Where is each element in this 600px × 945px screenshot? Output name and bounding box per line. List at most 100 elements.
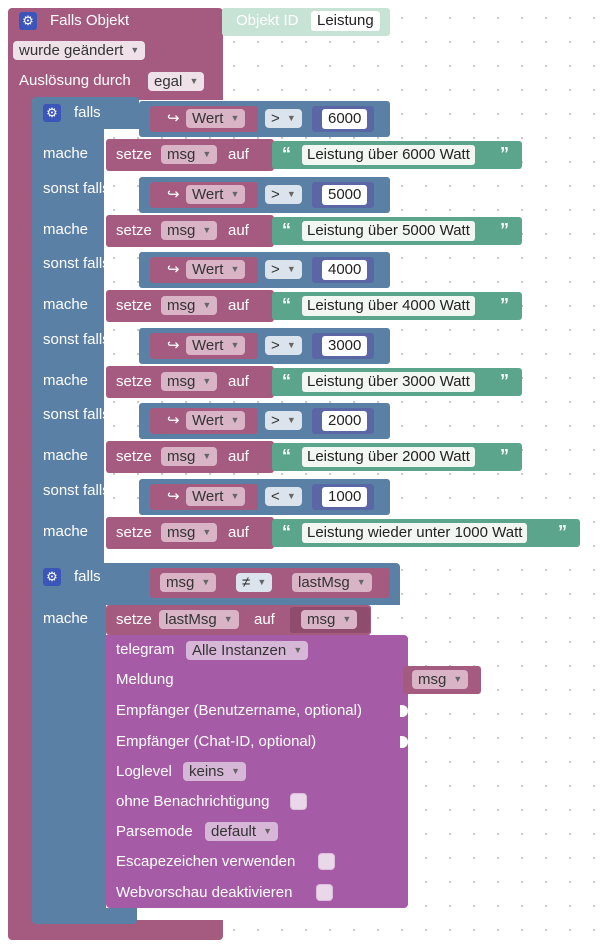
- set-var-dropdown[interactable]: msg ▼: [161, 145, 218, 164]
- telegram-loglevel-label: Loglevel: [116, 763, 172, 780]
- close-quote-icon: ”: [500, 295, 509, 315]
- close-quote-icon: ”: [500, 220, 509, 240]
- open-quote-icon: “: [282, 522, 291, 542]
- compare-do-label: mache: [43, 610, 89, 627]
- recipient-user-socket[interactable]: [400, 705, 408, 717]
- gear-icon[interactable]: ⚙: [43, 104, 61, 122]
- chevron-down-icon: ▼: [286, 113, 296, 123]
- set-var-dropdown[interactable]: msg ▼: [161, 221, 218, 240]
- value-dropdown[interactable]: Wert ▼: [186, 109, 246, 128]
- chevron-down-icon: ▼: [202, 376, 212, 386]
- compare-if-label: falls: [74, 568, 101, 585]
- telegram-parsemode-label: Parsemode: [116, 823, 193, 840]
- text-value[interactable]: Leistung über 4000 Watt: [302, 296, 475, 316]
- operator-dropdown[interactable]: > ▼: [265, 411, 302, 430]
- chevron-down-icon: ▼: [230, 113, 240, 123]
- elseif-label: sonst falls: [43, 482, 110, 499]
- number-value[interactable]: 5000: [322, 185, 368, 205]
- text-value[interactable]: Leistung über 3000 Watt: [302, 372, 475, 392]
- value-dropdown[interactable]: Wert ▼: [186, 336, 246, 355]
- text-value[interactable]: Leistung über 5000 Watt: [302, 221, 475, 241]
- chevron-down-icon: ▼: [130, 45, 140, 55]
- source-label: Auslösung durch: [19, 72, 131, 89]
- operator-dropdown[interactable]: > ▼: [265, 109, 302, 128]
- value-dropdown[interactable]: Wert ▼: [186, 260, 246, 279]
- operator-dropdown[interactable]: > ▼: [265, 185, 302, 204]
- telegram-parsemode-dropdown[interactable]: default ▼: [205, 822, 279, 841]
- value-dropdown[interactable]: Wert ▼: [186, 411, 246, 430]
- chevron-down-icon: ▼: [223, 614, 233, 624]
- number-value[interactable]: 6000: [322, 109, 368, 129]
- compare-left-dropdown[interactable]: msg ▼: [160, 573, 217, 592]
- close-quote-icon: ”: [558, 522, 567, 542]
- telegram-preview-checkbox[interactable]: [316, 884, 333, 901]
- telegram-escape-checkbox[interactable]: [318, 853, 335, 870]
- telegram-recipient-chat-label: Empfänger (Chat-ID, optional): [116, 733, 317, 750]
- set-lastmsg-label: setze: [116, 611, 152, 628]
- elseif-label: sonst falls: [43, 180, 110, 197]
- do-label: mache: [43, 523, 89, 540]
- number-value[interactable]: 2000: [322, 411, 368, 431]
- text-value[interactable]: Leistung wieder unter 1000 Watt: [302, 523, 528, 543]
- chevron-down-icon: ▼: [286, 491, 296, 501]
- if-label: falls: [74, 104, 101, 121]
- number-value[interactable]: 3000: [322, 336, 368, 356]
- chevron-down-icon: ▼: [230, 264, 240, 274]
- open-quote-icon: “: [282, 295, 291, 315]
- trigger-title: Falls Objekt: [50, 12, 130, 29]
- compare-operator-dropdown[interactable]: ≠ ▼: [236, 573, 273, 592]
- value-dropdown[interactable]: Wert ▼: [186, 185, 246, 204]
- set-lastmsg-var-dropdown[interactable]: lastMsg ▼: [159, 610, 239, 629]
- set-label: setze: [116, 297, 152, 314]
- number-value[interactable]: 1000: [322, 487, 368, 507]
- set-var-dropdown[interactable]: msg ▼: [161, 296, 218, 315]
- telegram-loglevel-dropdown[interactable]: keins ▼: [183, 762, 247, 781]
- object-id-label: Objekt ID: [236, 12, 299, 29]
- elseif-label: sonst falls: [43, 255, 110, 272]
- set-lastmsg-value-dropdown[interactable]: msg ▼: [301, 610, 358, 629]
- chevron-down-icon: ▼: [201, 577, 211, 587]
- recipient-chat-socket[interactable]: [400, 736, 408, 748]
- gear-icon[interactable]: ⚙: [19, 12, 37, 30]
- chevron-down-icon: ▼: [286, 415, 296, 425]
- chevron-down-icon: ▼: [231, 766, 241, 776]
- return-arrow-icon: ↪: [167, 110, 180, 127]
- source-dropdown[interactable]: egal ▼: [148, 72, 205, 91]
- set-var-dropdown[interactable]: msg ▼: [161, 447, 218, 466]
- trigger-block-footer: [8, 920, 223, 940]
- chevron-down-icon: ▼: [202, 300, 212, 310]
- return-arrow-icon: ↪: [167, 261, 180, 278]
- return-arrow-icon: ↪: [167, 337, 180, 354]
- changed-dropdown[interactable]: wurde geändert ▼: [13, 41, 146, 60]
- chevron-down-icon: ▼: [293, 645, 303, 655]
- set-var-dropdown[interactable]: msg ▼: [161, 523, 218, 542]
- to-label: auf: [228, 373, 249, 390]
- text-value[interactable]: Leistung über 6000 Watt: [302, 145, 475, 165]
- do-label: mache: [43, 221, 89, 238]
- telegram-silent-label: ohne Benachrichtigung: [116, 793, 270, 810]
- do-label: mache: [43, 372, 89, 389]
- compare-if-spine: [32, 600, 106, 922]
- operator-dropdown[interactable]: > ▼: [265, 336, 302, 355]
- number-value[interactable]: 4000: [322, 260, 368, 280]
- text-value[interactable]: Leistung über 2000 Watt: [302, 447, 475, 467]
- telegram-escape-label: Escapezeichen verwenden: [116, 853, 296, 870]
- object-id-value[interactable]: Leistung: [311, 11, 380, 31]
- operator-dropdown[interactable]: < ▼: [265, 487, 302, 506]
- chevron-down-icon: ▼: [202, 527, 212, 537]
- telegram-silent-checkbox[interactable]: [290, 793, 307, 810]
- chevron-down-icon: ▼: [257, 577, 267, 587]
- gear-icon[interactable]: ⚙: [43, 568, 61, 586]
- telegram-instance-dropdown[interactable]: Alle Instanzen ▼: [186, 641, 309, 660]
- set-var-dropdown[interactable]: msg ▼: [161, 372, 218, 391]
- telegram-block[interactable]: [106, 635, 408, 908]
- telegram-message-value-dropdown[interactable]: msg ▼: [412, 670, 469, 689]
- chevron-down-icon: ▼: [286, 189, 296, 199]
- value-dropdown[interactable]: Wert ▼: [186, 487, 246, 506]
- close-quote-icon: ”: [500, 144, 509, 164]
- operator-dropdown[interactable]: > ▼: [265, 260, 302, 279]
- to-label: auf: [228, 146, 249, 163]
- return-arrow-icon: ↪: [167, 412, 180, 429]
- to-label: auf: [228, 297, 249, 314]
- compare-right-dropdown[interactable]: lastMsg ▼: [292, 573, 372, 592]
